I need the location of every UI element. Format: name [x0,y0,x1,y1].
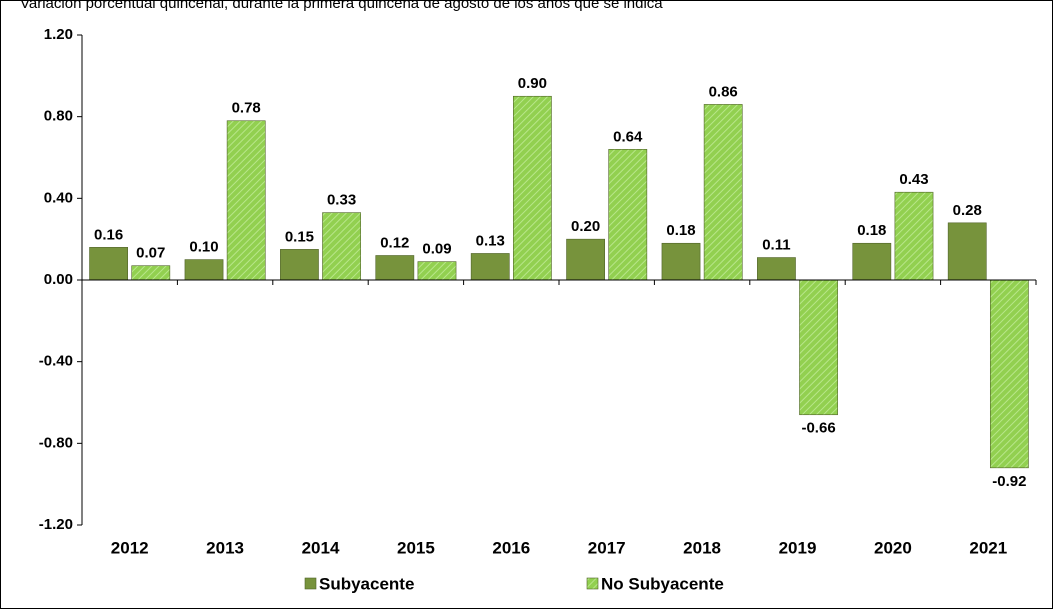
x-tick-label: 2012 [111,538,149,557]
bar [799,279,838,416]
value-label: 0.64 [613,128,643,145]
y-tick-label: 0.80 [44,108,73,125]
bar [417,261,457,281]
bar [184,259,224,281]
legend-swatch [586,577,599,590]
value-label: 0.13 [476,232,505,249]
bar [852,242,892,281]
value-label: 0.11 [762,237,790,254]
x-tick-label: 2021 [969,538,1007,557]
x-tick-label: 2019 [779,538,817,557]
value-label: 0.07 [136,245,165,262]
x-tick-label: 2017 [588,538,626,557]
x-tick-label: 2018 [683,538,721,557]
value-label: 0.86 [709,83,738,100]
value-label: -0.66 [801,420,835,437]
bar [512,95,552,281]
bar [661,242,701,281]
bar [89,247,129,281]
bar [131,265,171,281]
x-tick-label: 2015 [397,538,435,557]
value-label: 0.33 [327,192,356,209]
bar [894,191,934,281]
bar [608,149,648,281]
bar [226,120,266,281]
legend-swatch [304,577,317,590]
value-label: 0.20 [571,218,600,235]
y-tick-label: 1.20 [44,26,73,43]
value-label: 0.15 [285,228,314,245]
value-label: 0.90 [518,75,547,92]
x-tick-label: 2016 [492,538,530,557]
value-label: 0.16 [94,226,123,243]
bar [375,255,415,281]
y-tick-label: 0.40 [44,189,73,206]
bar [989,279,1029,469]
bar [947,222,987,281]
bar [280,249,319,281]
y-tick-label: 0.00 [44,271,73,288]
bar [470,253,510,281]
x-tick-label: 2013 [206,538,244,557]
bar [322,212,361,281]
bar [757,257,796,281]
chart-subtitle: Variación porcentual quincenal, durante … [20,0,663,12]
value-label: -0.92 [992,473,1026,490]
value-label: 0.43 [899,171,928,188]
value-label: 0.10 [189,239,218,256]
y-tick-label: -1.20 [39,516,73,533]
bar [703,104,743,281]
value-label: 0.09 [422,241,451,258]
value-label: 0.12 [380,234,409,251]
value-label: 0.18 [666,222,695,239]
value-label: 0.28 [953,202,982,219]
value-label: 0.78 [232,100,261,117]
y-tick-label: -0.80 [39,434,73,451]
value-label: 0.18 [857,222,886,239]
x-tick-label: 2014 [302,538,340,557]
legend-label: Subyacente [319,574,414,593]
bar [566,238,605,281]
x-tick-label: 2020 [874,538,912,557]
y-tick-label: -0.40 [39,353,73,370]
legend-label: No Subyacente [601,574,724,593]
